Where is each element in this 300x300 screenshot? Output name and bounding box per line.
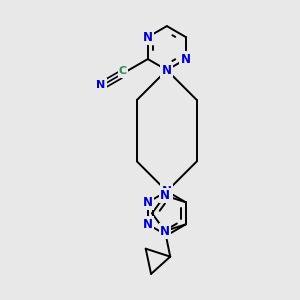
Text: N: N: [143, 218, 153, 231]
Text: N: N: [96, 80, 106, 90]
Text: N: N: [162, 64, 172, 76]
Text: N: N: [162, 185, 172, 198]
Text: N: N: [160, 225, 170, 238]
Text: N: N: [143, 31, 153, 44]
Text: N: N: [160, 189, 170, 202]
Text: C: C: [119, 66, 127, 76]
Text: N: N: [143, 196, 153, 209]
Text: N: N: [181, 52, 191, 66]
